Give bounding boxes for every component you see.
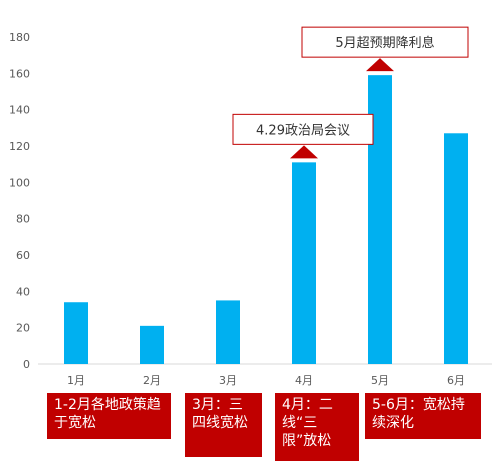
policy-note-mar: 3月：三四线宽松 [184, 392, 263, 458]
policy-note-may-jun: 5-6月：宽松持续深化 [364, 392, 482, 440]
y-tick-label: 20 [16, 322, 30, 335]
y-tick-label: 60 [16, 249, 30, 262]
y-tick-label: 80 [16, 213, 30, 226]
policy-note-text: 4月：二线“三限”放松 [282, 397, 333, 449]
bar [140, 325, 164, 364]
x-tick-label: 6月 [447, 374, 465, 387]
y-axis: 0 20 40 60 80 100 120 140 160 180 [9, 31, 30, 371]
bars [64, 75, 468, 365]
policy-note-text: 3月：三四线宽松 [192, 397, 248, 431]
y-tick-label: 0 [23, 358, 30, 371]
policy-note-text: 1-2月各地政策趋于宽松 [54, 397, 161, 431]
callout-box [301, 26, 469, 58]
y-tick-label: 180 [9, 31, 30, 44]
callout-arrow [366, 58, 394, 72]
x-tick-label: 5月 [371, 374, 389, 387]
bar [64, 302, 88, 364]
bar [292, 162, 316, 364]
bar [216, 300, 240, 364]
callout-label: 5月超预期降利息 [335, 35, 434, 51]
y-tick-label: 120 [9, 140, 30, 153]
bar [444, 133, 468, 364]
x-tick-label: 1月 [67, 374, 85, 387]
callouts: 4.29政治局会议 5月超预期降利息 [232, 26, 469, 159]
y-tick-label: 140 [9, 104, 30, 117]
x-tick-label: 4月 [295, 374, 313, 387]
y-tick-label: 40 [16, 285, 30, 298]
policy-note-text: 5-6月：宽松持续深化 [372, 397, 465, 431]
callout-box [232, 113, 374, 145]
policy-note-jan-feb: 1-2月各地政策趋于宽松 [46, 392, 172, 440]
y-tick-label: 100 [9, 176, 30, 189]
x-tick-label: 3月 [219, 374, 237, 387]
callout-arrow [290, 145, 318, 159]
x-axis-ticks: 1月 2月 3月 4月 5月 6月 [67, 374, 465, 387]
x-tick-label: 2月 [143, 374, 161, 387]
y-tick-label: 160 [9, 67, 30, 80]
policy-note-apr: 4月：二线“三限”放松 [274, 392, 360, 462]
callout-label: 4.29政治局会议 [256, 123, 350, 138]
